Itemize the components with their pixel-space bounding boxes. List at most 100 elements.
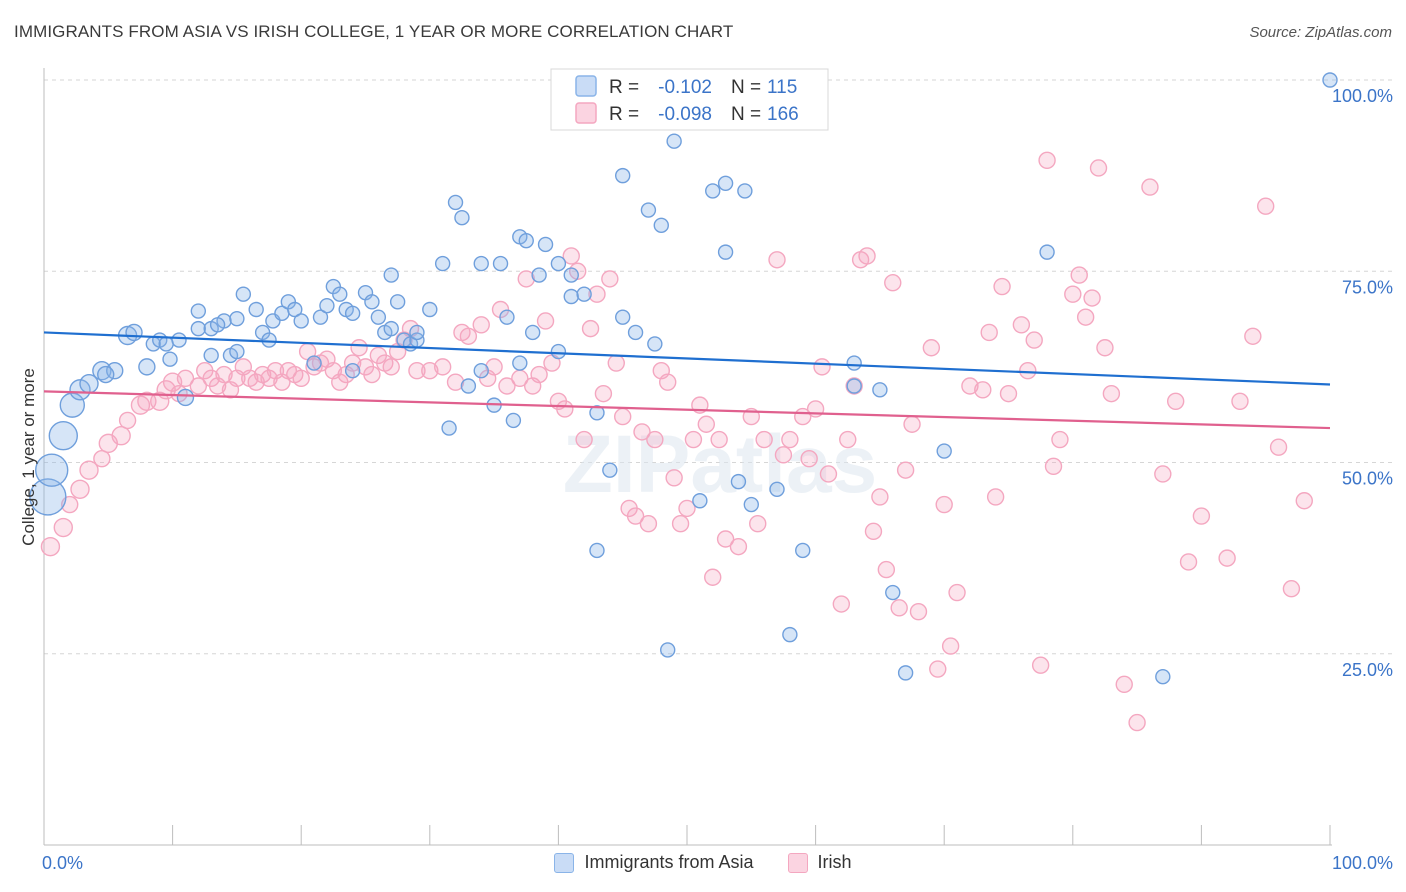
data-point-irish <box>864 522 883 541</box>
data-point-irish <box>1038 151 1056 170</box>
data-point-irish <box>1128 713 1146 732</box>
data-point-irish <box>819 465 838 483</box>
data-point-irish <box>118 411 137 430</box>
data-point-asia <box>666 133 682 149</box>
data-point-irish <box>659 373 677 391</box>
legend-swatch <box>575 102 597 124</box>
data-point-irish <box>716 530 735 548</box>
bottom-legend-asia[interactable]: Immigrants from Asia <box>554 852 754 873</box>
data-point-irish <box>1192 507 1211 525</box>
data-point-asia <box>531 267 547 283</box>
y-tick-label: 100.0% <box>1332 86 1393 106</box>
data-point-irish <box>665 469 683 487</box>
data-point-asia <box>563 267 579 283</box>
data-point-asia <box>537 236 554 253</box>
chart-source: Source: ZipAtlas.com <box>1249 24 1392 41</box>
data-point-irish <box>1070 266 1088 284</box>
data-point-irish <box>150 391 170 411</box>
data-point-asia <box>370 309 387 325</box>
legend-n-value: 166 <box>767 104 799 125</box>
data-point-irish <box>1019 362 1037 380</box>
data-point-asia <box>589 405 605 421</box>
data-point-asia <box>737 183 753 199</box>
data-point-asia <box>434 255 451 272</box>
data-point-irish <box>1064 285 1082 303</box>
data-point-irish <box>536 312 555 330</box>
data-point-irish <box>433 358 452 376</box>
trend-lines <box>43 331 1331 430</box>
data-point-asia <box>505 412 522 429</box>
data-point-asia <box>460 378 477 394</box>
data-point-irish <box>877 560 896 579</box>
data-point-irish <box>839 430 857 449</box>
data-point-asia <box>344 305 361 322</box>
data-point-asia <box>389 294 406 310</box>
data-point-asia <box>660 642 676 658</box>
data-point-asia <box>846 378 862 394</box>
data-point-asia <box>441 420 457 436</box>
data-point-asia <box>454 209 470 226</box>
data-point-irish <box>363 365 381 384</box>
legend-frame <box>550 68 829 131</box>
data-point-asia <box>97 365 115 384</box>
data-point-asia <box>1322 72 1338 88</box>
data-point-asia <box>312 309 329 325</box>
data-point-irish <box>1102 384 1121 403</box>
data-point-irish <box>1141 178 1159 196</box>
data-point-irish <box>684 430 703 449</box>
data-point-asia <box>743 496 759 513</box>
data-point-asia <box>782 626 798 643</box>
y-tick-label: 50.0% <box>1342 469 1393 489</box>
trend-line-asia <box>43 331 1331 386</box>
data-point-asia <box>492 255 509 272</box>
data-point-irish <box>961 377 979 395</box>
data-point-irish <box>1179 553 1198 571</box>
data-point-irish <box>1244 327 1262 345</box>
data-point-asia <box>409 324 425 341</box>
data-point-irish <box>472 316 490 334</box>
data-point-asia <box>209 317 226 333</box>
data-point-irish <box>845 377 863 395</box>
data-point-irish <box>215 365 233 384</box>
legend-r-value: -0.098 <box>658 104 712 125</box>
data-point-irish <box>53 517 73 538</box>
data-point-asia <box>162 351 178 367</box>
data-point-asia <box>473 363 489 379</box>
data-point-irish <box>1269 438 1288 456</box>
data-point-irish <box>929 660 947 678</box>
legend-label-irish: Irish <box>817 852 852 872</box>
data-point-irish <box>581 319 600 338</box>
legend-r-value: -0.102 <box>658 77 712 98</box>
data-point-asia <box>692 493 708 509</box>
data-point-asia <box>717 244 734 260</box>
data-point-irish <box>594 384 613 403</box>
data-point-irish <box>530 365 548 384</box>
data-point-irish <box>350 339 368 357</box>
bottom-legend-irish[interactable]: Irish <box>787 852 852 873</box>
data-point-asia <box>261 332 277 348</box>
data-point-irish <box>948 583 966 602</box>
data-point-asia <box>48 421 78 451</box>
data-point-asia <box>332 286 348 302</box>
data-point-irish <box>986 488 1005 506</box>
data-point-asia <box>473 255 489 272</box>
data-point-irish <box>1282 580 1301 598</box>
data-point-irish <box>903 415 921 433</box>
data-point-asia <box>364 294 380 310</box>
data-point-irish <box>292 369 310 388</box>
data-point-irish <box>993 277 1011 296</box>
data-point-asia <box>293 313 309 329</box>
data-point-irish <box>935 495 953 514</box>
legend-swatch-asia <box>554 852 575 873</box>
x-tick-label: 100.0% <box>1332 853 1393 873</box>
data-point-asia <box>936 443 952 459</box>
data-point-irish <box>1154 465 1172 483</box>
data-point-asia <box>640 202 657 218</box>
data-point-irish <box>909 602 928 621</box>
data-point-irish <box>575 430 593 449</box>
data-point-asia <box>897 665 914 681</box>
data-point-asia <box>615 309 631 325</box>
data-point-irish <box>1083 289 1101 307</box>
data-point-irish <box>729 537 748 556</box>
